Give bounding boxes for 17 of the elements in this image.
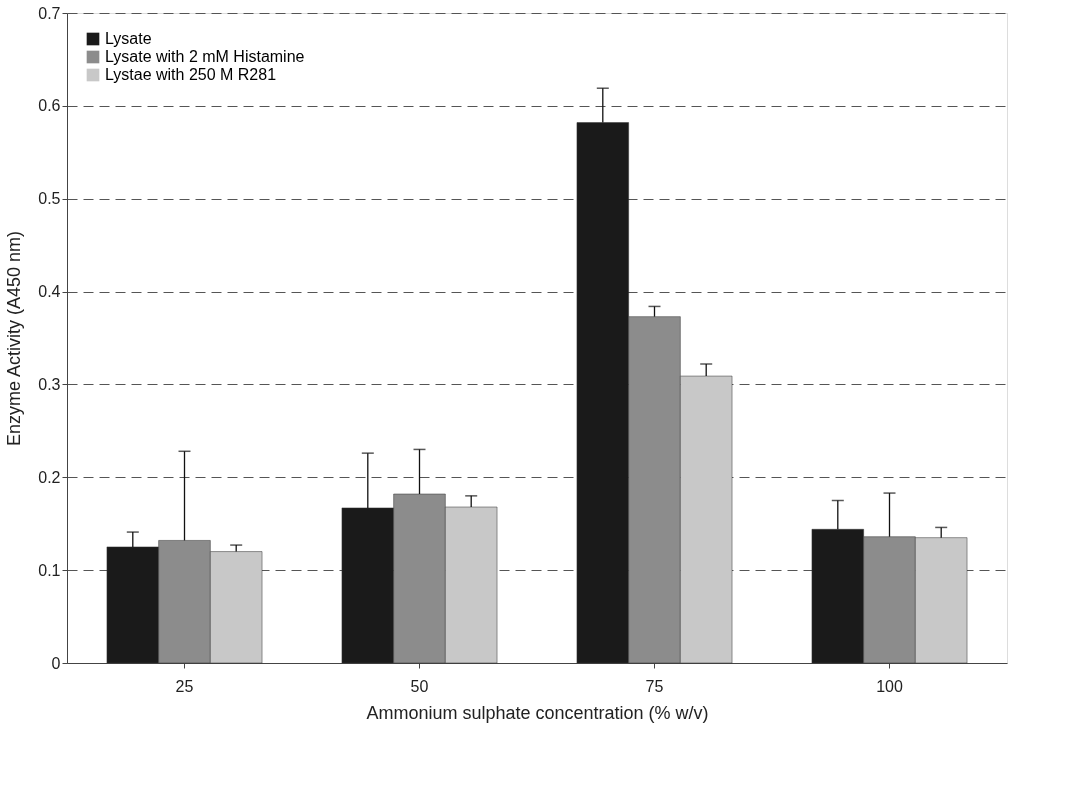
y-tick-label: 0 [51,654,61,672]
legend-label: Lystae with 250 M R281 [105,66,277,83]
legend-label: Lysate with 2 mM Histamine [105,48,305,65]
x-tick-label: 25 [175,677,194,695]
x-tick-label: 75 [645,677,664,695]
y-tick-label: 0.3 [38,375,61,393]
y-tick-label: 0.6 [38,97,61,115]
y-tick-label: 0.5 [38,190,61,208]
y-tick-label: 0.1 [38,561,61,579]
legend-label: Lysate [105,30,152,47]
y-tick-label: 0.2 [38,468,61,486]
x-axis-title: Ammonium sulphate concentration (% w/v) [366,702,709,723]
x-tick-label: 100 [876,677,903,695]
y-tick-label: 0.4 [38,283,61,301]
x-tick-label: 50 [410,677,429,695]
y-tick-label: 0.7 [38,4,61,22]
y-axis-title: Enzyme Activity (A450 nm) [4,230,25,447]
